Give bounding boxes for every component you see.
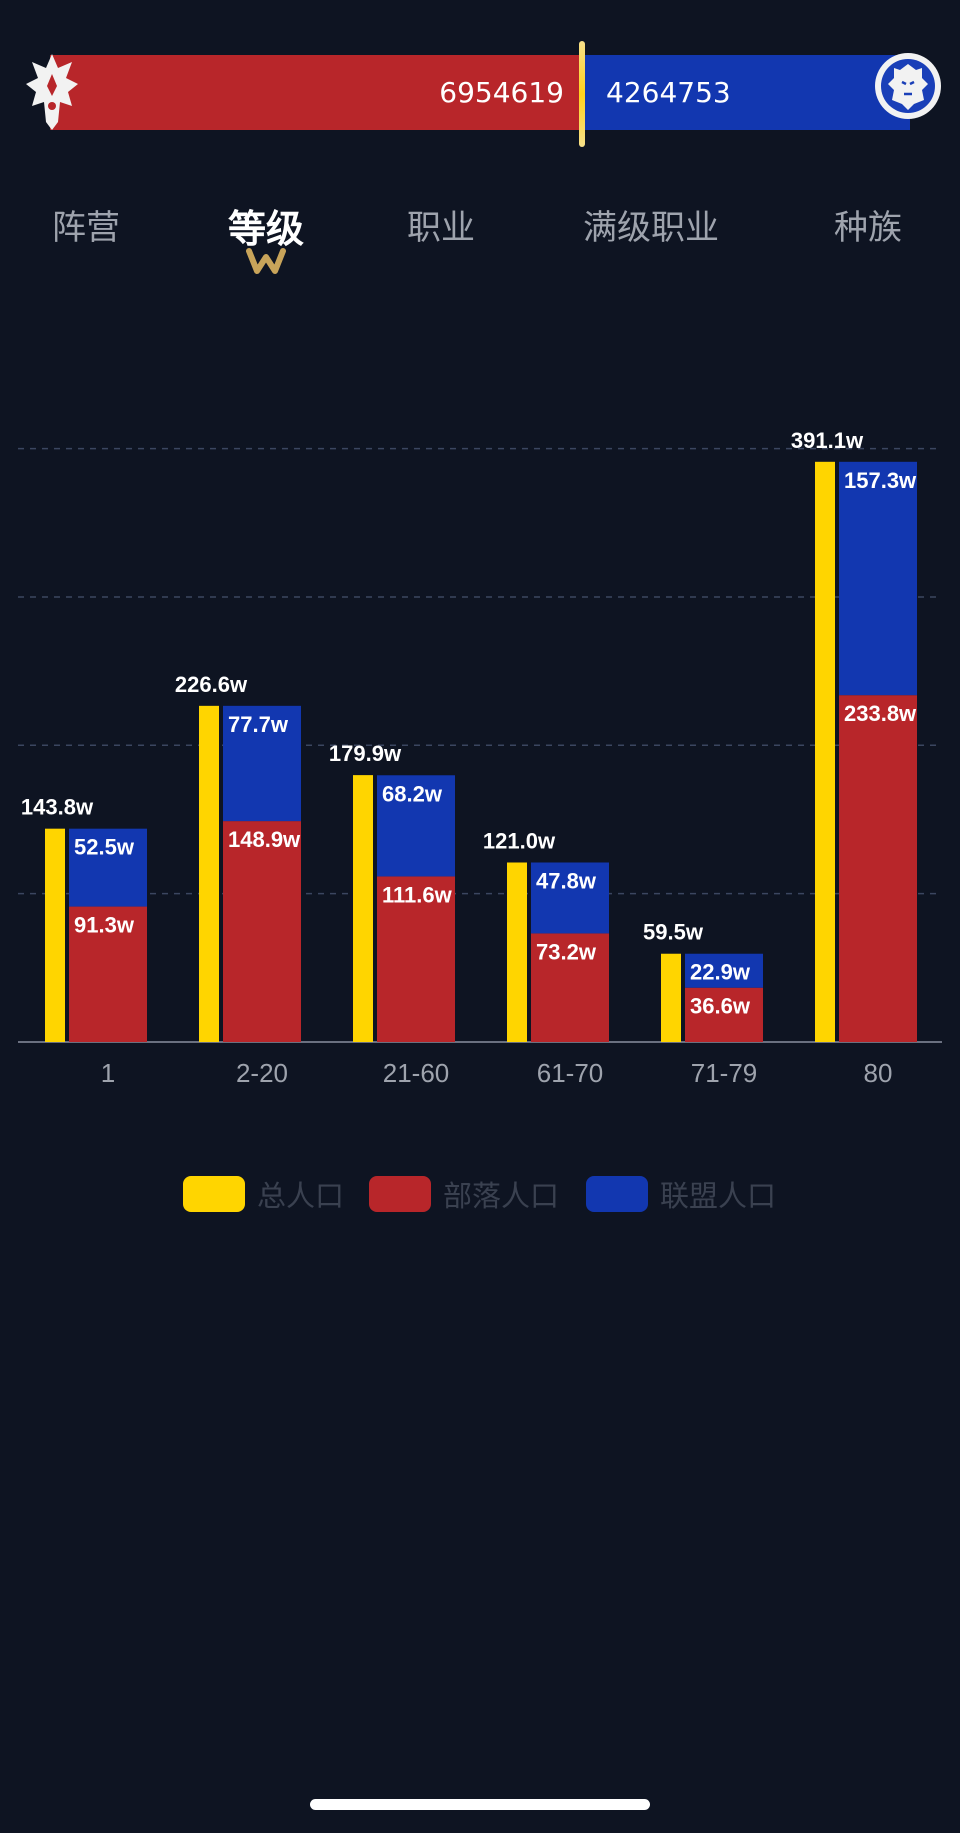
bar-horde [223, 821, 301, 1042]
bar-alliance [377, 775, 455, 877]
bar-horde [531, 933, 609, 1042]
level-distribution-chart: 143.8w 91.3w 52.5w 1 226.6w 148.9w 77.7w 2-20 17… [18, 428, 942, 1088]
faction-population-bar: 6954619 4264753 [50, 41, 910, 147]
home-indicator[interactable] [310, 1799, 650, 1810]
tab-level[interactable]: 等级 [228, 207, 305, 251]
data-label-alliance: 77.7w [228, 712, 289, 737]
alliance-lion-icon [875, 53, 941, 119]
tab-faction[interactable]: 阵营 [52, 208, 120, 248]
x-tick-label: 1 [101, 1058, 115, 1088]
tab-max-level-class[interactable]: 满级职业 [583, 208, 719, 248]
legend-horde-label: 部落人口 [443, 1179, 560, 1213]
x-tick-label: 2-20 [236, 1058, 288, 1088]
alliance-population-segment [584, 55, 910, 130]
bar-alliance [223, 705, 301, 822]
x-tick-label: 21-60 [383, 1058, 450, 1088]
legend-horde[interactable]: 部落人口 [369, 1176, 560, 1213]
data-label-total: 59.5w [643, 920, 704, 945]
data-label-total: 179.9w [329, 741, 402, 766]
legend-alliance-label: 联盟人口 [660, 1179, 777, 1213]
bar-horde [377, 876, 455, 1042]
data-label-alliance: 22.9w [690, 960, 751, 985]
horde-population-segment [50, 55, 584, 130]
bar-total [815, 461, 835, 1042]
bar-horde [839, 695, 917, 1042]
data-label-horde: 73.2w [536, 939, 597, 964]
legend-alliance[interactable]: 联盟人口 [586, 1176, 777, 1213]
bar-total [507, 862, 527, 1042]
data-label-alliance: 47.8w [536, 868, 597, 893]
bar-total [353, 775, 373, 1042]
data-label-horde: 148.9w [228, 827, 301, 852]
x-tick-label: 61-70 [537, 1058, 604, 1088]
active-tab-indicator-icon [246, 248, 286, 274]
bar-horde [69, 906, 147, 1042]
legend-horde-swatch [369, 1176, 431, 1212]
bar-total [199, 705, 219, 1042]
alliance-count: 4264753 [606, 76, 731, 109]
faction-divider [579, 41, 585, 147]
data-label-total: 391.1w [791, 428, 864, 453]
tab-class[interactable]: 职业 [407, 208, 475, 248]
horde-count: 6954619 [439, 76, 564, 109]
data-label-horde: 111.6w [382, 882, 453, 907]
data-label-total: 121.0w [483, 828, 556, 853]
horde-emblem-icon [26, 54, 78, 130]
tab-race[interactable]: 种族 [834, 208, 902, 248]
data-label-horde: 233.8w [844, 701, 917, 726]
bar-total [45, 828, 65, 1042]
data-label-alliance: 157.3w [844, 468, 917, 493]
data-label-horde: 36.6w [690, 994, 751, 1019]
legend-total[interactable]: 总人口 [183, 1176, 345, 1213]
legend-total-swatch [183, 1176, 245, 1212]
legend-alliance-swatch [586, 1176, 648, 1212]
data-label-total: 143.8w [21, 795, 94, 820]
bar-alliance [69, 828, 147, 907]
data-label-horde: 91.3w [74, 913, 135, 938]
x-tick-label: 80 [864, 1058, 893, 1088]
bar-alliance [685, 953, 763, 988]
bar-total [661, 953, 681, 1042]
bar-alliance [531, 862, 609, 934]
data-label-total: 226.6w [175, 672, 248, 697]
x-tick-label: 71-79 [691, 1058, 758, 1088]
data-label-alliance: 52.5w [74, 835, 135, 860]
legend-total-label: 总人口 [257, 1179, 345, 1213]
bar-horde [685, 987, 763, 1042]
bar-alliance [839, 461, 917, 696]
data-label-alliance: 68.2w [382, 781, 443, 806]
